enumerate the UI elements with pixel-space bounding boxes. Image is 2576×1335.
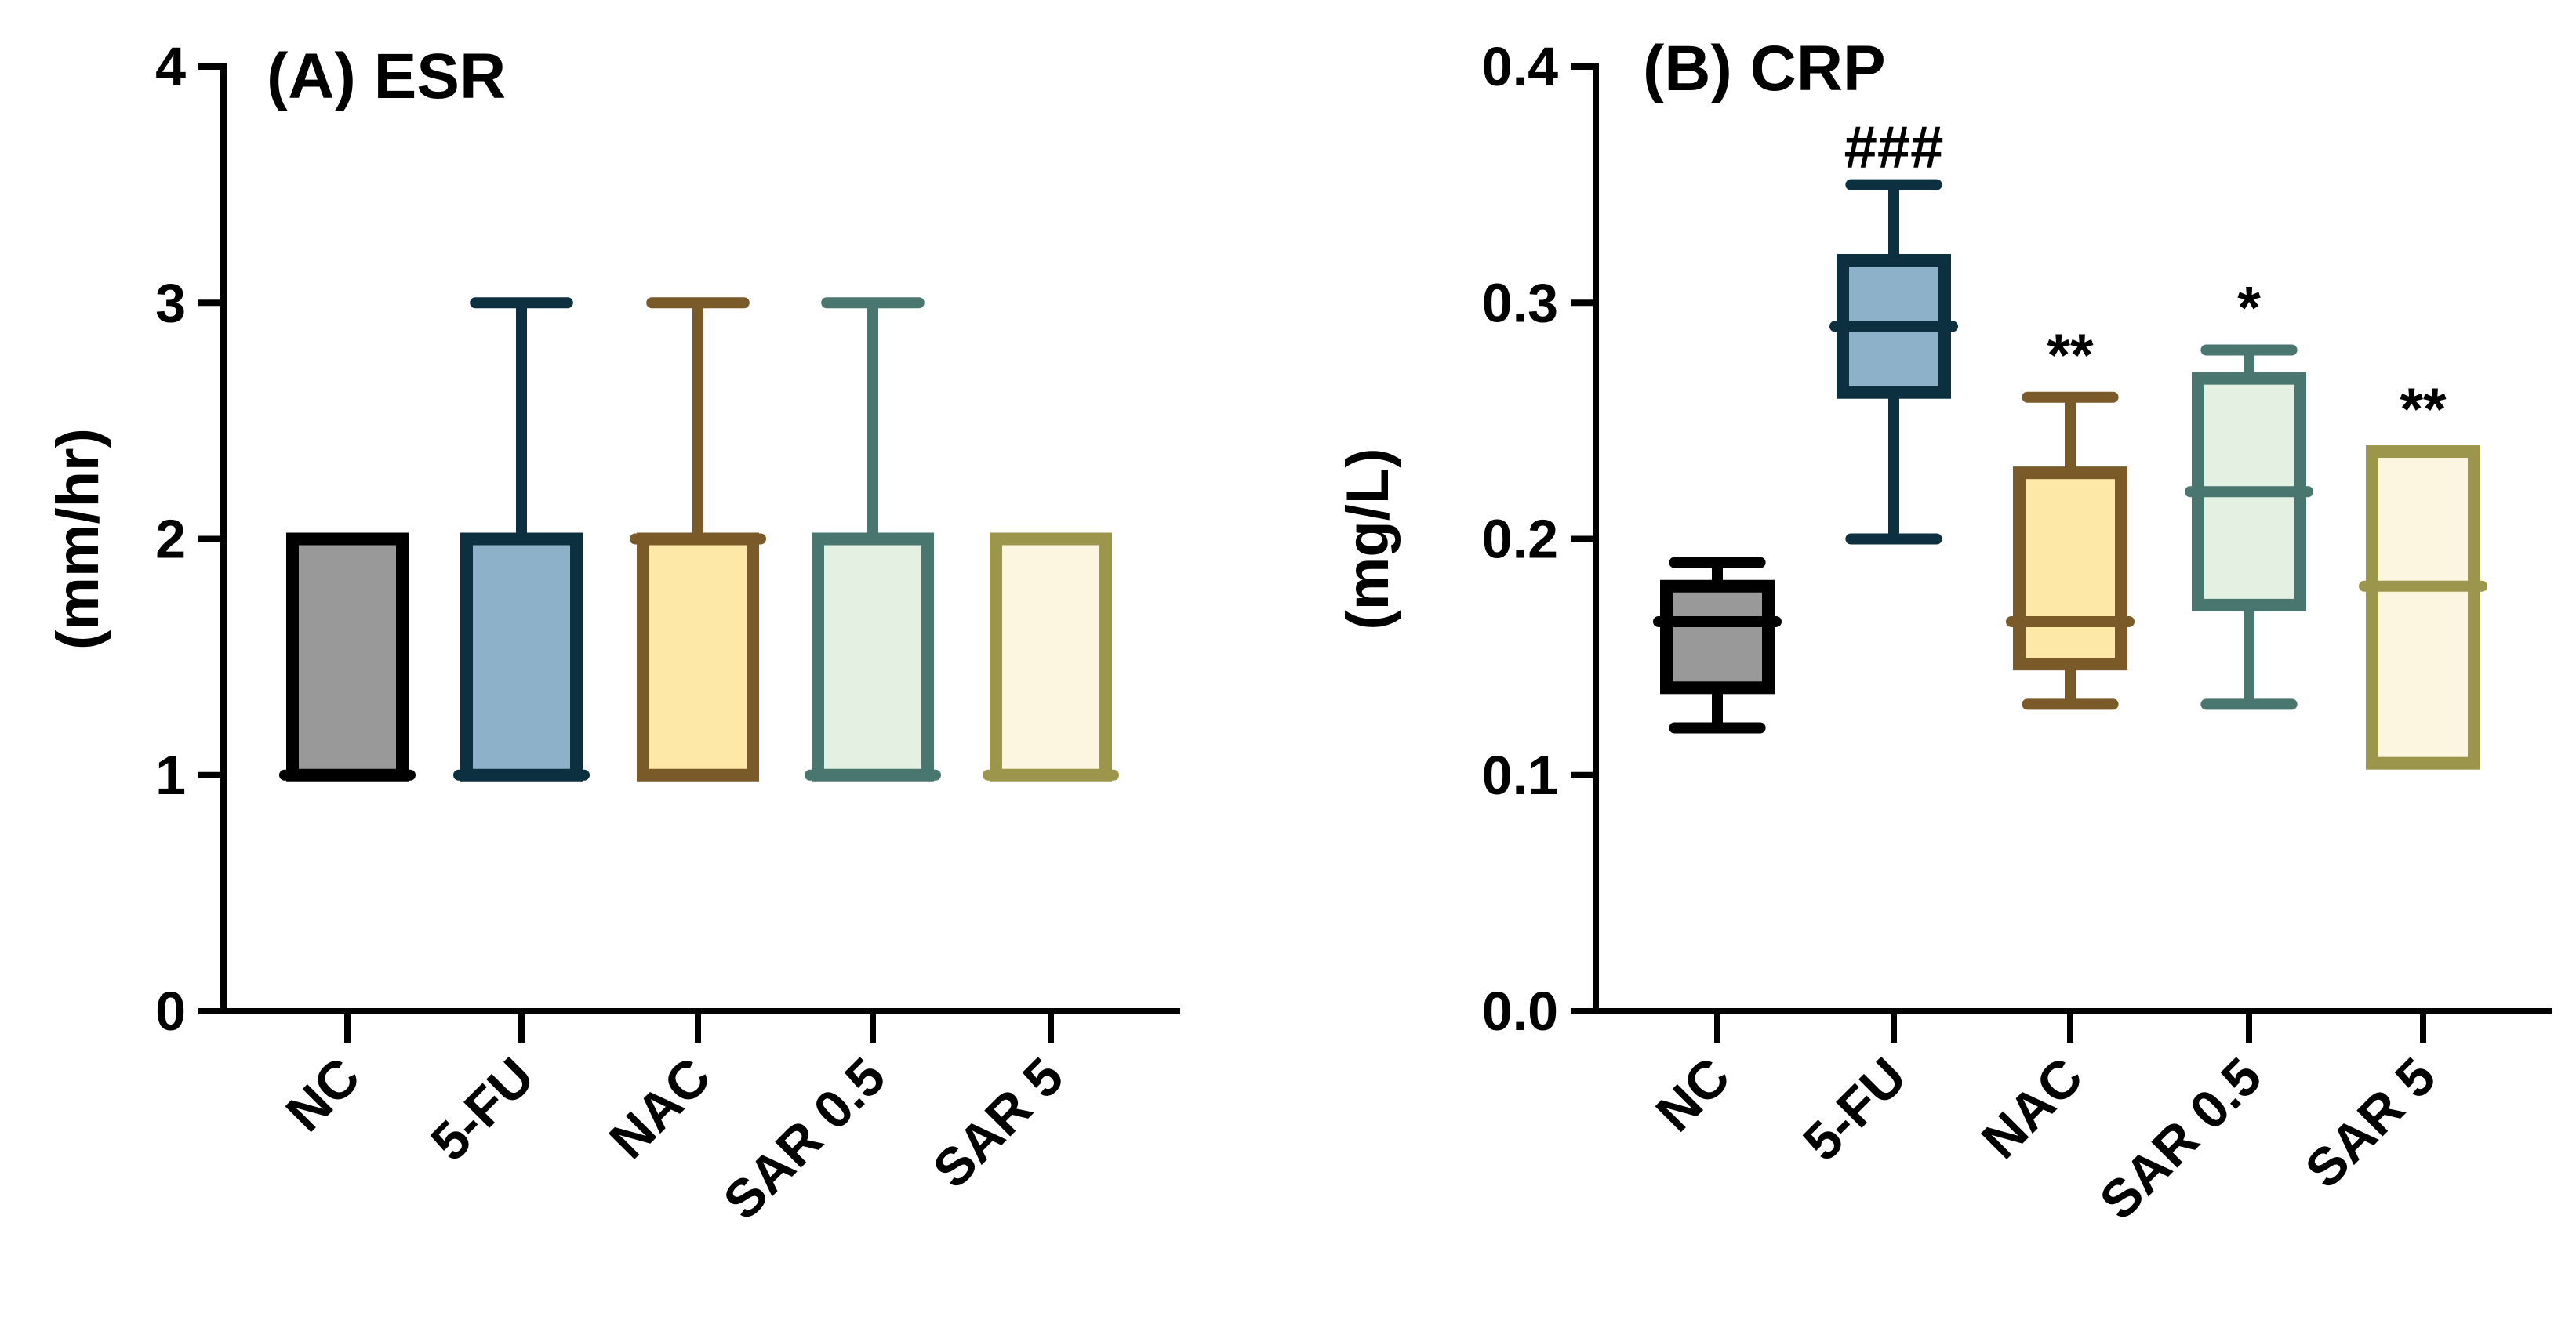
crp-box-body	[2366, 445, 2480, 770]
crp-y-tick-label: 0.3	[1482, 272, 1558, 333]
crp-category-label: NC	[1644, 1047, 1741, 1143]
crp-significance-marker: **	[2400, 376, 2447, 443]
esr-category-label: NC	[274, 1047, 371, 1143]
crp-category-label: 5-FU	[1792, 1047, 1918, 1173]
esr-category-label: SAR 0.5	[712, 1047, 896, 1231]
esr-box-1	[279, 532, 416, 782]
crp-box-2: ###	[1829, 114, 1958, 545]
esr-box-body	[460, 532, 583, 782]
esr-box-2	[453, 297, 590, 782]
esr-y-tick-label: 2	[155, 509, 186, 570]
esr-category-label: NAC	[598, 1047, 722, 1170]
esr-box-5	[983, 532, 1119, 782]
crp-y-tick-label: 0.4	[1482, 36, 1558, 97]
crp-box-1	[1653, 557, 1782, 734]
crp-y-tick-label: 0.0	[1482, 981, 1558, 1042]
crp-box-5: **	[2359, 376, 2487, 770]
esr-category-label: 5-FU	[420, 1047, 546, 1173]
crp-category-label: SAR 5	[2294, 1047, 2447, 1199]
esr-chart-title: (A) ESR	[267, 41, 506, 112]
esr-y-axis-label: (mm/hr)	[45, 428, 111, 650]
crp-box-4: *	[2185, 275, 2313, 710]
crp-category-label: SAR 0.5	[2088, 1047, 2273, 1231]
crp-category-label: NAC	[1971, 1047, 2095, 1170]
esr-box-body	[812, 532, 934, 782]
crp-box-3: **	[2006, 322, 2135, 710]
crp-y-tick-label: 0.2	[1482, 509, 1558, 570]
crp-y-axis-label: (mg/L)	[1335, 448, 1401, 629]
crp-y-tick-label: 0.1	[1482, 745, 1558, 806]
crp-chart-title: (B) CRP	[1643, 33, 1886, 104]
esr-y-tick-label: 3	[155, 272, 186, 333]
crp-box-body	[2013, 466, 2127, 671]
esr-y-tick-label: 1	[155, 745, 186, 806]
esr-box-body	[286, 532, 409, 782]
crp-box-body	[1660, 579, 1775, 695]
esr-box-3	[630, 297, 766, 782]
esr-y-tick-label: 4	[155, 36, 186, 97]
esr-box-body	[990, 532, 1112, 782]
esr-box-body	[637, 532, 759, 782]
esr-box-4	[805, 297, 941, 782]
esr-category-label: SAR 5	[921, 1047, 1074, 1199]
crp-significance-marker: ###	[1844, 114, 1944, 181]
crp-significance-marker: *	[2237, 275, 2261, 342]
crp-significance-marker: **	[2047, 322, 2094, 389]
esr-y-tick-label: 0	[155, 981, 186, 1042]
crp-panel: 0.00.10.20.30.4 (B) CRP(mg/L)NC 5-FU NACSAR…	[1335, 33, 2552, 1231]
